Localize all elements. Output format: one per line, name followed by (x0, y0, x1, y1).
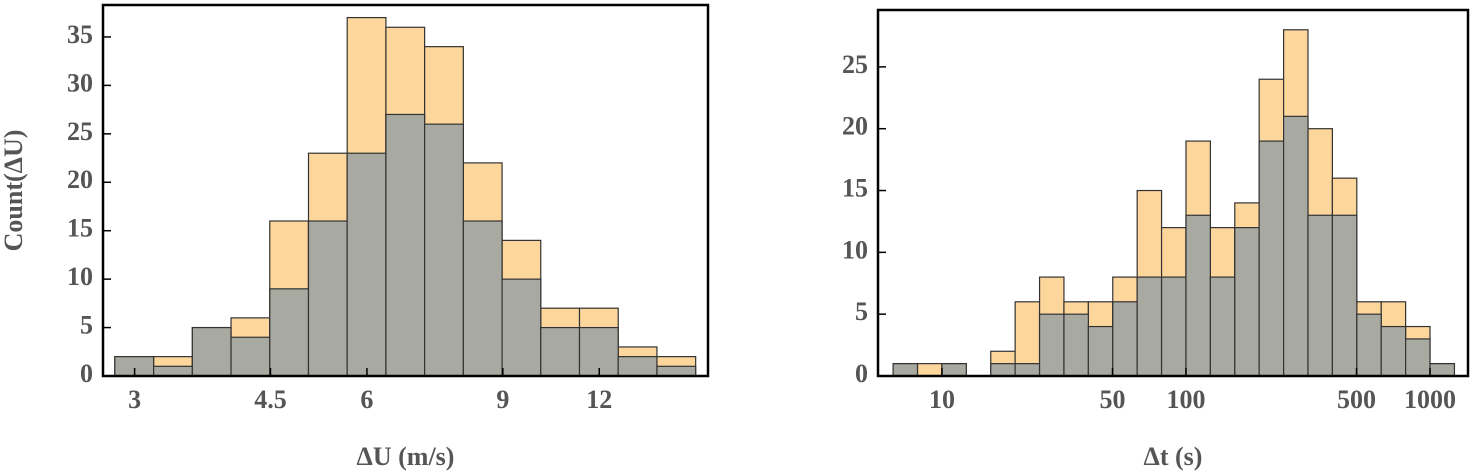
bar (1087, 325, 1114, 377)
y-tick-label: 5 (855, 297, 868, 326)
bar (424, 123, 464, 377)
bar (1356, 313, 1382, 377)
x-tick-label: 100 (1166, 385, 1205, 414)
bar (191, 326, 232, 377)
y-tick-label: 0 (855, 359, 868, 388)
y-tick-label: 10 (842, 235, 868, 264)
bar (1282, 115, 1309, 377)
x-tick-label: 3 (128, 385, 141, 414)
x-tick-label: 10 (929, 385, 955, 414)
bar (656, 365, 697, 377)
bar (462, 220, 503, 377)
bar (1331, 214, 1358, 377)
plot-frame (876, 8, 1470, 378)
bar (1307, 214, 1334, 377)
x-tick-label: 9 (496, 385, 509, 414)
bar (1234, 227, 1260, 377)
bar (307, 220, 348, 377)
bar (1160, 276, 1187, 377)
bar (916, 363, 943, 377)
y-tick-label: 0 (80, 359, 93, 388)
y-tick-label: 15 (842, 173, 868, 202)
bar (892, 363, 919, 377)
bar (501, 278, 542, 377)
bar (1429, 363, 1456, 377)
x-tick-label: 4.5 (254, 385, 287, 414)
bar (1258, 140, 1285, 377)
x-tick-label: 50 (1100, 385, 1126, 414)
x-tick-label: 12 (586, 385, 612, 414)
bar (1112, 301, 1138, 377)
y-tick-label: 25 (842, 50, 868, 79)
bar (941, 363, 967, 377)
bar (230, 336, 271, 377)
y-tick-label: 10 (67, 262, 93, 291)
x-tick-label: 6 (360, 385, 373, 414)
bar (1136, 276, 1163, 377)
bar (1380, 325, 1407, 377)
y-tick-label: 15 (67, 214, 93, 243)
bar (1038, 313, 1065, 377)
x-tick-label: 1000 (1404, 385, 1456, 414)
x-tick-label: 500 (1337, 385, 1376, 414)
bar (1405, 338, 1431, 377)
bar (153, 365, 193, 377)
bar (1014, 363, 1041, 377)
x-axis-label: ΔU (m/s) (357, 442, 455, 471)
bar (1185, 214, 1211, 377)
bar (990, 363, 1016, 377)
x-axis-label: Δt (s) (1144, 442, 1203, 471)
y-tick-label: 20 (842, 112, 868, 141)
bar (269, 288, 310, 377)
bar (617, 356, 658, 377)
bar (346, 152, 387, 377)
bar (1063, 313, 1089, 377)
y-tick-label: 25 (67, 117, 93, 146)
bar (540, 326, 581, 377)
bar (1209, 276, 1236, 377)
y-tick-label: 5 (80, 311, 93, 340)
y-axis-label: Count(ΔU) (0, 130, 28, 252)
bar (385, 113, 426, 377)
y-tick-label: 20 (67, 165, 93, 194)
y-tick-label: 30 (67, 68, 93, 97)
plot-frame (101, 3, 710, 378)
y-tick-label: 35 (67, 20, 93, 49)
